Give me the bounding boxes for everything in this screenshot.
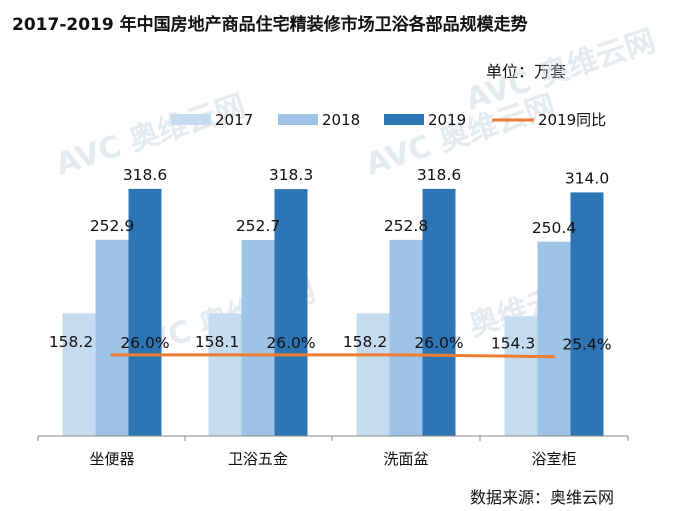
label-2019-0: 318.6 — [123, 166, 167, 184]
label-2019-1: 318.3 — [269, 166, 313, 184]
label-2017-1: 158.1 — [195, 333, 239, 351]
watermark-2: AVC 奥维云网 — [462, 23, 660, 117]
legend: 2017 2018 2019 2019同比 — [171, 111, 606, 129]
label-2018-0: 252.9 — [90, 217, 134, 235]
bar-2019-0 — [128, 188, 162, 436]
label-2018-2: 252.8 — [384, 217, 428, 235]
label-2017-2: 158.2 — [343, 333, 387, 351]
label-2019-2: 318.6 — [417, 166, 461, 184]
bar-2019-2 — [422, 188, 456, 436]
x-tick-label-3: 浴室柜 — [531, 450, 576, 468]
bars — [62, 188, 604, 436]
bar-2018-1 — [241, 239, 275, 436]
bar-2017-3 — [504, 316, 538, 436]
yoy-point-1 — [256, 353, 260, 357]
label-2018-3: 250.4 — [532, 219, 576, 237]
legend-label-2: 2019 — [428, 111, 466, 129]
x-tick-label-2: 洗面盆 — [383, 450, 428, 468]
bar-2018-0 — [95, 239, 129, 436]
legend-label-0: 2017 — [215, 111, 253, 129]
bar-2019-3 — [570, 192, 604, 436]
bar-2018-2 — [389, 239, 423, 436]
legend-label-3: 2019同比 — [538, 111, 606, 129]
yoy-label-2: 26.0% — [414, 334, 463, 352]
bar-2017-0 — [62, 313, 96, 436]
x-tick-label-0: 坐便器 — [89, 450, 134, 468]
legend-swatch-1 — [278, 114, 318, 125]
x-tick-label-1: 卫浴五金 — [228, 450, 288, 468]
legend-swatch-2 — [384, 114, 424, 125]
yoy-label-3: 25.4% — [562, 336, 611, 354]
x-axis: 坐便器 卫浴五金 洗面盆 浴室柜 — [37, 435, 629, 468]
yoy-line-layer — [110, 353, 556, 359]
label-2017-3: 154.3 — [491, 335, 535, 353]
value-labels: 158.2 158.1 158.2 154.3 252.9 252.7 252.8 250.4… — [49, 166, 612, 354]
yoy-label-0: 26.0% — [120, 334, 169, 352]
source-label: 数据来源：奥维云网 — [470, 488, 615, 507]
label-2019-3: 314.0 — [565, 169, 609, 187]
yoy-point-3 — [552, 355, 556, 359]
legend-swatch-0 — [171, 114, 211, 125]
bar-2017-1 — [208, 313, 242, 436]
label-2017-0: 158.2 — [49, 333, 93, 351]
yoy-point-2 — [404, 353, 408, 357]
bar-2019-1 — [274, 189, 308, 436]
chart-title: 2017-2019 年中国房地产商品住宅精装修市场卫浴各部品规模走势 — [12, 15, 528, 35]
yoy-label-1: 26.0% — [266, 334, 315, 352]
legend-label-1: 2018 — [322, 111, 360, 129]
bar-2017-2 — [356, 313, 390, 436]
bar-2018-3 — [537, 241, 571, 436]
yoy-line — [112, 353, 555, 359]
unit-label: 单位：万套 — [486, 62, 567, 81]
label-2018-1: 252.7 — [236, 217, 280, 235]
yoy-point-0 — [110, 353, 114, 357]
